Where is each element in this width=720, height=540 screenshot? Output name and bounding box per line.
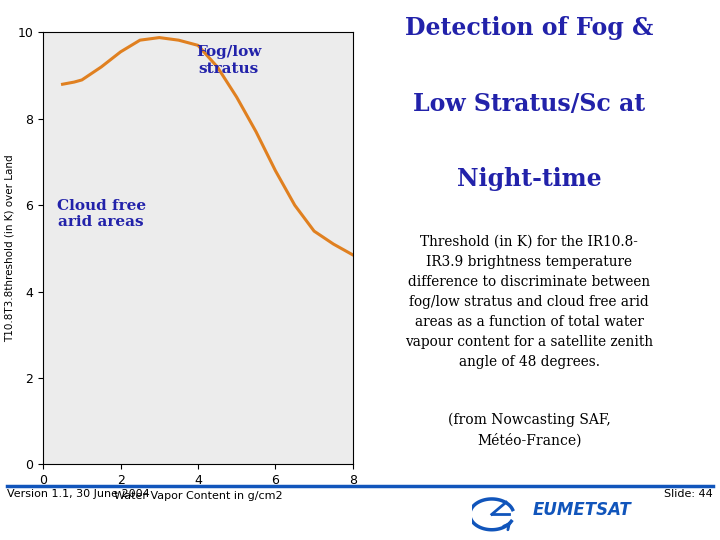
Text: Fog/low
stratus: Fog/low stratus	[197, 45, 261, 76]
Text: (from Nowcasting SAF,
Météo-France): (from Nowcasting SAF, Météo-France)	[448, 413, 611, 448]
Text: Detection of Fog &: Detection of Fog &	[405, 16, 653, 40]
Text: Night-time: Night-time	[457, 167, 601, 191]
Text: Version 1.1, 30 June 2004: Version 1.1, 30 June 2004	[7, 489, 150, 499]
Text: Cloud free
arid areas: Cloud free arid areas	[57, 199, 146, 229]
Y-axis label: T10.8T3.8threshold (in K) over Land: T10.8T3.8threshold (in K) over Land	[5, 154, 15, 342]
Text: EUMETSAT: EUMETSAT	[533, 501, 631, 519]
Text: Low Stratus/Sc at: Low Stratus/Sc at	[413, 92, 645, 116]
Text: Threshold (in K) for the IR10.8-
IR3.9 brightness temperature
difference to disc: Threshold (in K) for the IR10.8- IR3.9 b…	[405, 235, 653, 369]
X-axis label: Water Vapor Content in g/cm2: Water Vapor Content in g/cm2	[114, 491, 282, 501]
Text: Slide: 44: Slide: 44	[664, 489, 713, 499]
